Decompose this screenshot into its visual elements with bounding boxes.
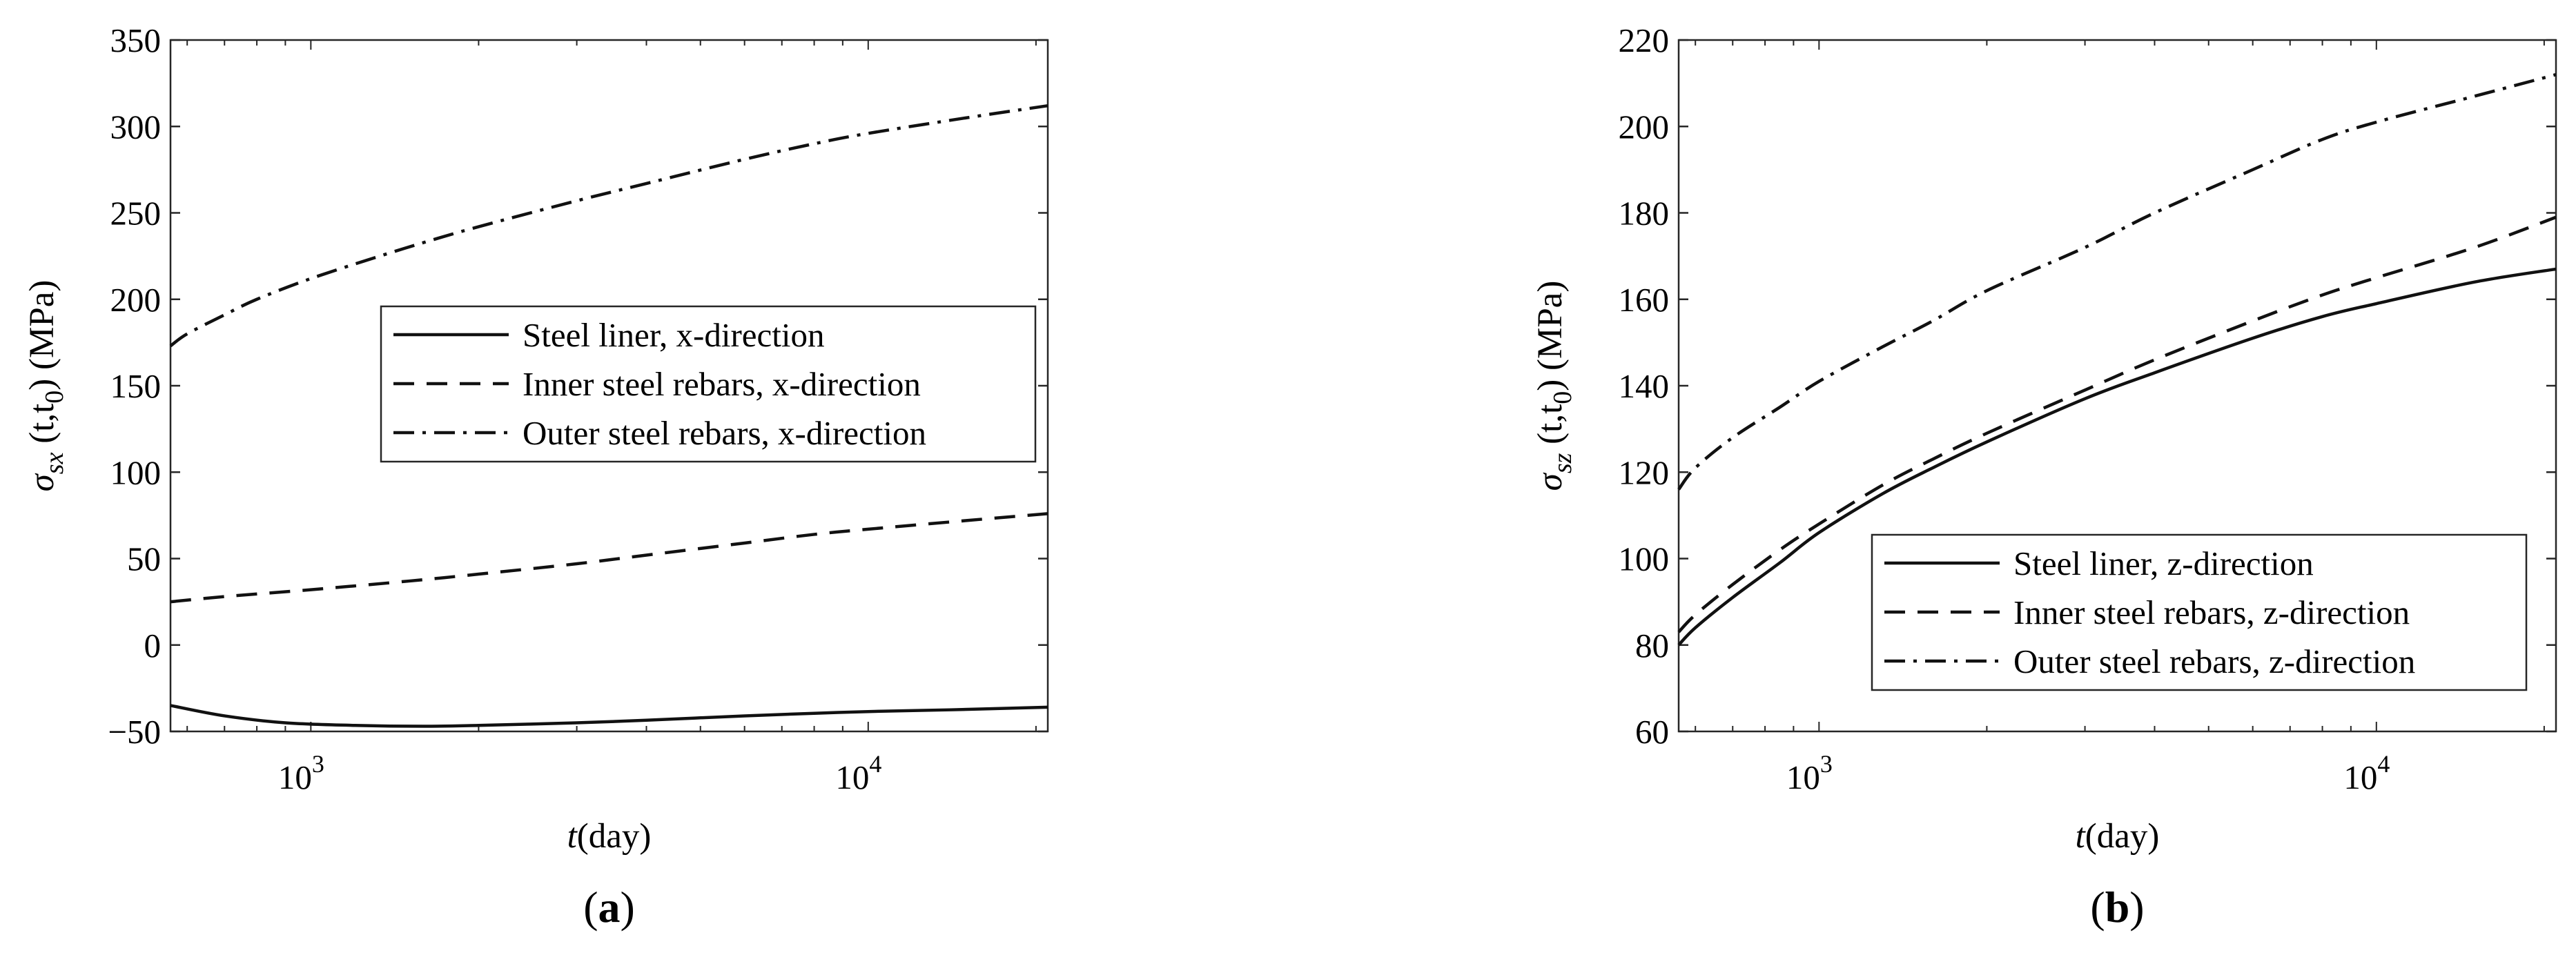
y-tick-label: 60	[1635, 713, 1669, 751]
series-line-solid	[1677, 267, 2557, 647]
legend-entry-label: Outer steel rebars, z-direction	[2013, 642, 2415, 680]
y-tick-label: 160	[1619, 281, 1670, 319]
legend-entry-label: Inner steel rebars, z-direction	[2013, 593, 2410, 631]
x-tick-label: 103	[278, 750, 324, 796]
series-line-dashdot	[169, 104, 1048, 348]
legend: Steel liner, z-direction Inner steel reba…	[1871, 533, 2528, 691]
legend-entry-label: Outer steel rebars, x-direction	[523, 414, 926, 452]
y-axis-label: σsx (t,t0) (MPa)	[23, 280, 69, 492]
panel-label: (b)	[2090, 883, 2144, 932]
series-line-dashdot	[1677, 72, 2557, 491]
x-axis-label: t(day)	[567, 817, 652, 856]
legend-entry-label: Steel liner, z-direction	[2013, 544, 2314, 582]
y-tick-label: 100	[110, 453, 162, 491]
y-tick-label: 100	[1619, 540, 1670, 578]
x-tick-label: 104	[2343, 750, 2390, 796]
x-tick-label: 103	[1786, 750, 1833, 796]
x-axis-label: t(day)	[2076, 817, 2160, 856]
y-tick-label: 120	[1619, 453, 1670, 491]
panel-label: (a)	[583, 883, 635, 932]
y-tick-label: 180	[1619, 195, 1670, 233]
y-tick-label: 200	[110, 281, 162, 319]
legend-box	[1871, 533, 2528, 691]
series-line-dashed	[1677, 215, 2557, 633]
y-tick-label: 50	[127, 540, 161, 578]
series-line-solid	[170, 704, 1048, 728]
y-tick-label: 350	[110, 21, 162, 59]
y-tick-label: 250	[110, 195, 162, 233]
legend-entry-label: Inner steel rebars, x-direction	[523, 365, 921, 403]
y-axis-label: σsz (t,t0) (MPa)	[1531, 281, 1577, 491]
chart-panel-b: 60 80 100 120 140 160 180 200 220 103 104 t(day) σsz…	[1531, 21, 2557, 932]
y-tick-label: 300	[110, 108, 162, 146]
chart-panel-a: −50 0 50 100 150 200 250 300 350 103 104 t(day) σsx …	[23, 21, 1049, 932]
y-tick-label: 140	[1619, 367, 1670, 405]
y-tick-label: 80	[1635, 627, 1669, 664]
x-tick-label: 104	[835, 750, 881, 796]
y-tick-label: 220	[1619, 21, 1670, 59]
y-tick-label: 0	[144, 627, 162, 664]
series-line-dashed	[170, 512, 1048, 604]
y-tick-label: 150	[110, 367, 162, 405]
y-tick-label: 200	[1619, 108, 1670, 146]
legend: Steel liner, x-direction Inner steel reba…	[380, 305, 1037, 463]
legend-entry-label: Steel liner, x-direction	[523, 316, 825, 354]
y-tick-label: −50	[108, 713, 161, 751]
legend-box	[380, 305, 1037, 463]
